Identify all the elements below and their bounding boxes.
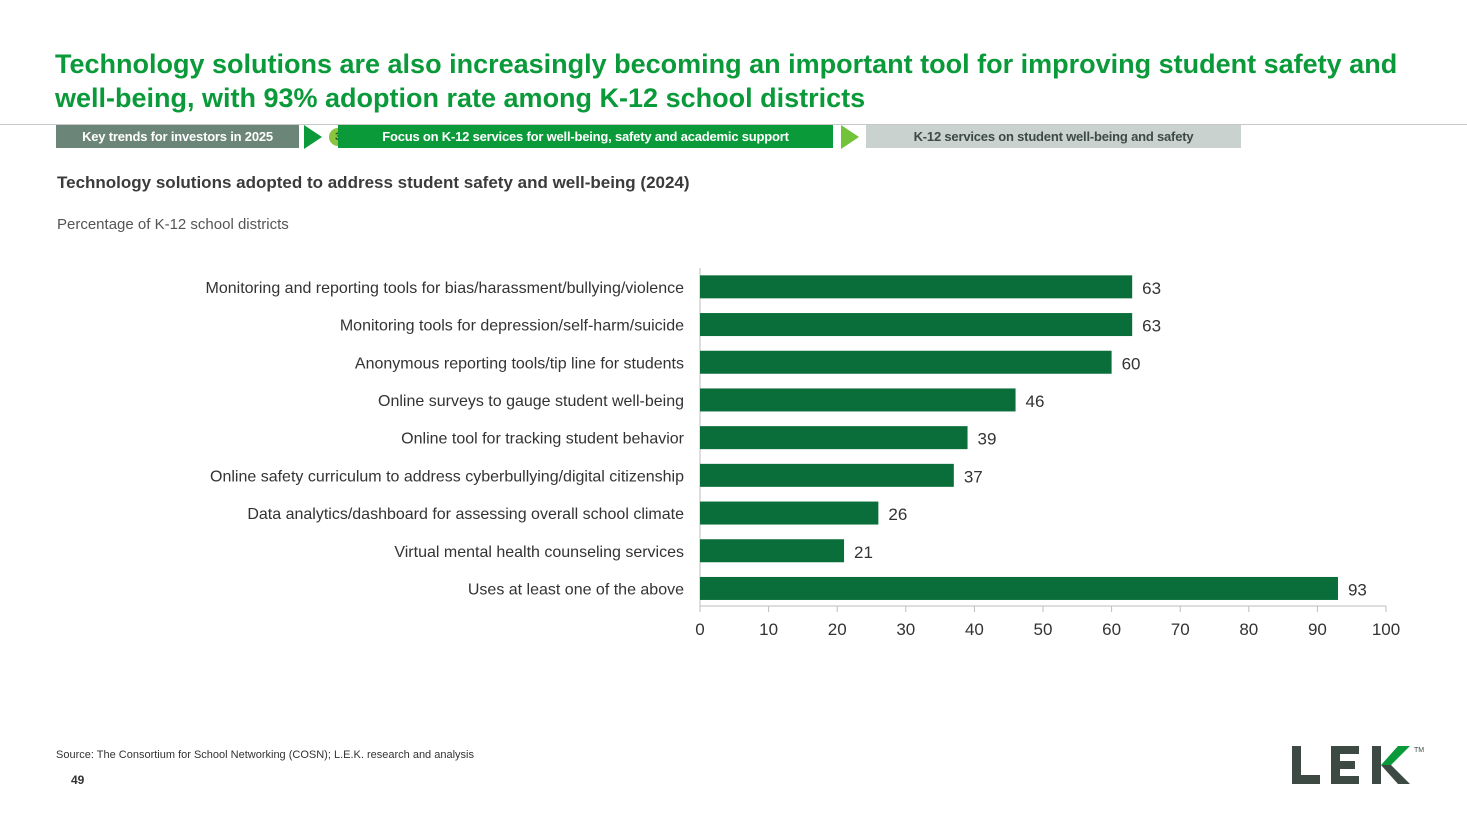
breadcrumb-arrow-icon [841, 125, 859, 149]
category-label: Monitoring tools for depression/self-har… [340, 318, 684, 335]
data-label: 39 [978, 430, 997, 449]
breadcrumb-item-wellbeing-safety[interactable]: K-12 services on student well-being and … [866, 125, 1241, 148]
x-tick-label: 60 [1102, 620, 1121, 639]
data-label: 46 [1026, 392, 1045, 411]
category-label: Online safety curriculum to address cybe… [210, 468, 684, 485]
category-label: Monitoring and reporting tools for bias/… [206, 280, 685, 297]
breadcrumb-item-focus-k12[interactable]: Focus on K-12 services for well-being, s… [338, 125, 833, 148]
x-tick-label: 40 [965, 620, 984, 639]
chart-title: Technology solutions adopted to address … [57, 173, 690, 192]
bar [700, 313, 1133, 337]
category-label: Online surveys to gauge student well-bei… [378, 393, 684, 410]
bar [700, 388, 1016, 412]
category-label: Virtual mental health counseling service… [394, 544, 684, 561]
bar [700, 275, 1133, 299]
x-tick-label: 90 [1308, 620, 1327, 639]
x-tick-label: 100 [1372, 620, 1400, 639]
data-label: 93 [1348, 580, 1367, 599]
bar [700, 350, 1112, 374]
page-title: Technology solutions are also increasing… [55, 49, 1398, 113]
trademark-mark: TM [1414, 747, 1424, 754]
data-label: 21 [854, 543, 873, 562]
chart-subtitle: Percentage of K-12 school districts [57, 216, 289, 233]
x-tick-label: 50 [1034, 620, 1053, 639]
source-note: Source: The Consortium for School Networ… [56, 749, 474, 761]
bar [700, 426, 968, 450]
title-divider [0, 124, 1467, 125]
category-label: Data analytics/dashboard for assessing o… [247, 506, 684, 523]
data-label: 63 [1142, 317, 1161, 336]
page-number: 49 [71, 773, 85, 787]
data-label: 26 [888, 505, 907, 524]
category-label: Online tool for tracking student behavio… [401, 431, 685, 448]
data-label: 60 [1122, 354, 1141, 373]
bar [700, 463, 954, 487]
x-tick-label: 10 [759, 620, 778, 639]
bar [700, 539, 845, 563]
lek-logo: TM [1292, 746, 1424, 784]
bar [700, 576, 1338, 600]
breadcrumb-arrow-icon [304, 125, 322, 149]
breadcrumb-item-key-trends[interactable]: Key trends for investors in 2025 [56, 125, 299, 148]
category-label: Anonymous reporting tools/tip line for s… [355, 355, 684, 372]
x-tick-label: 80 [1239, 620, 1258, 639]
category-label: Uses at least one of the above [468, 581, 684, 598]
x-tick-label: 30 [896, 620, 915, 639]
data-label: 63 [1142, 279, 1161, 298]
x-tick-label: 70 [1171, 620, 1190, 639]
data-label: 37 [964, 467, 983, 486]
x-tick-label: 0 [695, 620, 704, 639]
bar [700, 501, 879, 525]
x-tick-label: 20 [828, 620, 847, 639]
